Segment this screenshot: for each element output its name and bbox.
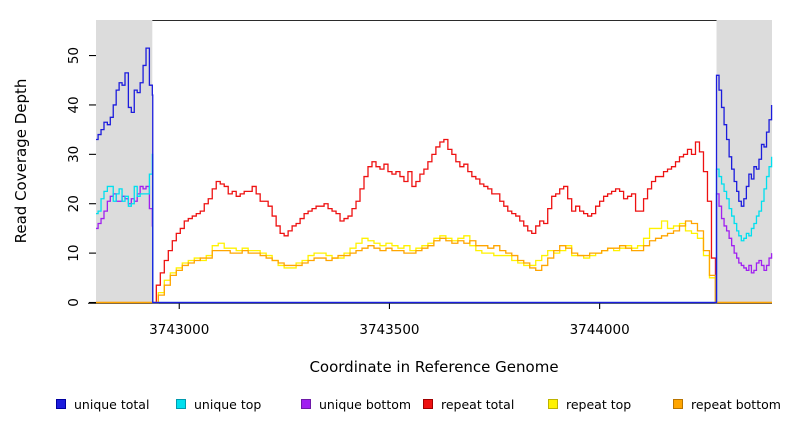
x-axis-title: Coordinate in Reference Genome [309,358,558,376]
legend-label: unique bottom [319,396,412,412]
y-tick-label-3: 30 [66,146,82,163]
repeat-top-swatch [548,399,558,409]
unique-total-swatch [56,399,66,409]
x-tick-label-2: 3744000 [570,322,630,338]
legend-label: unique top [194,396,262,412]
x-tick-label-1: 3743500 [359,322,419,338]
y-tick-label-4: 40 [66,96,82,113]
repeat-total-line [96,138,772,304]
legend: unique total unique top unique bottom re… [0,394,792,416]
unique-top-line [96,153,773,304]
legend-item-unique-total: unique total [56,394,149,414]
y-tick-label-5: 50 [66,47,82,64]
legend-label: repeat bottom [691,396,781,412]
y-tick-label-0: 0 [66,298,82,307]
unique-region-shade-left [96,20,153,303]
legend-item-repeat-total: repeat total [423,394,514,414]
repeat-bottom-swatch [673,399,683,409]
y-tick-label-1: 10 [66,245,82,262]
unique-top-swatch [176,399,186,409]
legend-label: repeat total [441,396,515,412]
legend-item-repeat-top: repeat top [548,394,631,414]
unique-region-shade-right [716,20,772,303]
unique-bottom-line [96,185,773,304]
x-tick-label-0: 3743000 [149,322,209,338]
legend-item-repeat-bottom: repeat bottom [673,394,781,414]
legend-item-unique-top: unique top [176,394,261,414]
repeat-total-swatch [423,399,433,409]
y-tick-label-2: 20 [66,195,82,212]
unique-bottom-swatch [301,399,311,409]
repeat-bottom-line [96,220,772,304]
legend-item-unique-bottom: unique bottom [301,394,411,414]
legend-label: unique total [74,396,150,412]
legend-label: repeat top [566,396,632,412]
y-axis-title: Read Coverage Depth [12,79,30,244]
unique-total-line [96,47,773,304]
